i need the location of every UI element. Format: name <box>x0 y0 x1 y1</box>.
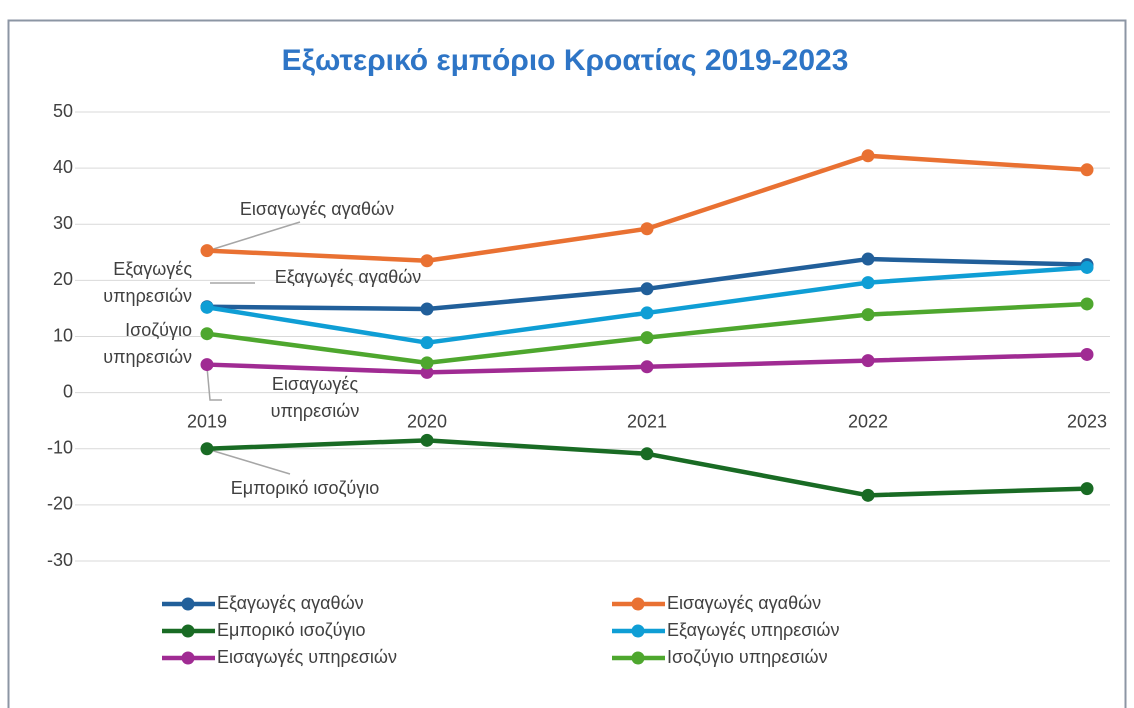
data-point <box>640 222 654 236</box>
annotation: Εισαγωγές υπηρεσιών <box>271 374 360 421</box>
annotation-line: Εξαγωγές αγαθών <box>275 267 422 287</box>
data-point <box>420 336 434 350</box>
data-point <box>420 302 434 316</box>
data-point <box>200 244 214 258</box>
legend-marker <box>631 597 645 611</box>
data-point <box>640 360 654 374</box>
y-tick-label: 20 <box>53 269 73 289</box>
legend-label: Εισαγωγές αγαθών <box>667 593 821 613</box>
legend-marker <box>631 624 645 638</box>
data-point <box>200 442 214 456</box>
legend-marker <box>181 597 195 611</box>
legend-label: Εισαγωγές υπηρεσιών <box>217 647 397 667</box>
annotation: Εξαγωγές αγαθών <box>275 267 422 287</box>
annotation-line: Εμπορικό ισοζύγιο <box>231 478 380 498</box>
data-point <box>640 282 654 296</box>
data-point <box>420 254 434 268</box>
y-tick-label: 50 <box>53 101 73 121</box>
x-tick-label: 2021 <box>627 411 667 431</box>
x-tick-label: 2020 <box>407 411 447 431</box>
data-point <box>420 433 434 447</box>
annotation-line: Εισαγωγές <box>272 374 359 394</box>
legend-marker <box>181 624 195 638</box>
x-tick-label: 2022 <box>848 411 888 431</box>
data-point <box>420 356 434 370</box>
annotation-line: υπηρεσιών <box>271 401 360 421</box>
annotation-line: υπηρεσιών <box>103 347 192 367</box>
legend-label: Εξαγωγές αγαθών <box>217 593 364 613</box>
data-point <box>640 331 654 345</box>
data-point <box>1080 297 1094 311</box>
legend-marker <box>631 651 645 665</box>
data-point <box>420 365 434 379</box>
leader-line <box>206 221 301 252</box>
data-point <box>861 488 875 502</box>
y-tick-label: 30 <box>53 213 73 233</box>
data-point <box>861 308 875 322</box>
annotation: Εξαγωγές υπηρεσιών <box>103 259 192 306</box>
annotation-line: Εξαγωγές <box>113 259 192 279</box>
data-point <box>1080 163 1094 177</box>
data-point <box>200 327 214 341</box>
annotation: Εισαγωγές αγαθών <box>240 199 394 219</box>
y-tick-label: -10 <box>47 438 73 458</box>
chart-frame <box>7 19 1127 708</box>
data-point <box>861 149 875 163</box>
y-tick-label: 0 <box>63 381 73 401</box>
x-tick-label: 2019 <box>187 411 227 431</box>
legend-label: Εξαγωγές υπηρεσιών <box>667 620 839 640</box>
data-point <box>640 447 654 461</box>
annotation-line: Εισαγωγές αγαθών <box>240 199 394 219</box>
y-tick-label: 40 <box>53 157 73 177</box>
legend-label: Εμπορικό ισοζύγιο <box>217 620 366 640</box>
data-point <box>861 354 875 368</box>
chart-title: Εξωτερικό εμπόριο Κροατίας 2019-2023 <box>282 44 849 77</box>
annotation: Εμπορικό ισοζύγιο <box>231 478 380 498</box>
y-tick-label: -20 <box>47 494 73 514</box>
data-point <box>640 306 654 320</box>
data-point <box>1080 347 1094 361</box>
annotation: Ισοζύγιο υπηρεσιών <box>103 320 192 367</box>
data-point <box>1080 260 1094 274</box>
annotation-line: υπηρεσιών <box>103 286 192 306</box>
leader-line <box>206 448 291 475</box>
legend-marker <box>181 651 195 665</box>
x-tick-label: 2023 <box>1067 411 1107 431</box>
legend-label: Ισοζύγιο υπηρεσιών <box>667 647 828 667</box>
y-tick-label: 10 <box>53 325 73 345</box>
leader-line <box>206 366 222 401</box>
data-point <box>861 276 875 290</box>
data-point <box>1080 482 1094 496</box>
annotation-line: Ισοζύγιο <box>125 320 192 340</box>
data-point <box>861 252 875 266</box>
data-point <box>200 300 214 314</box>
data-point <box>200 358 214 372</box>
y-tick-label: -30 <box>47 550 73 570</box>
